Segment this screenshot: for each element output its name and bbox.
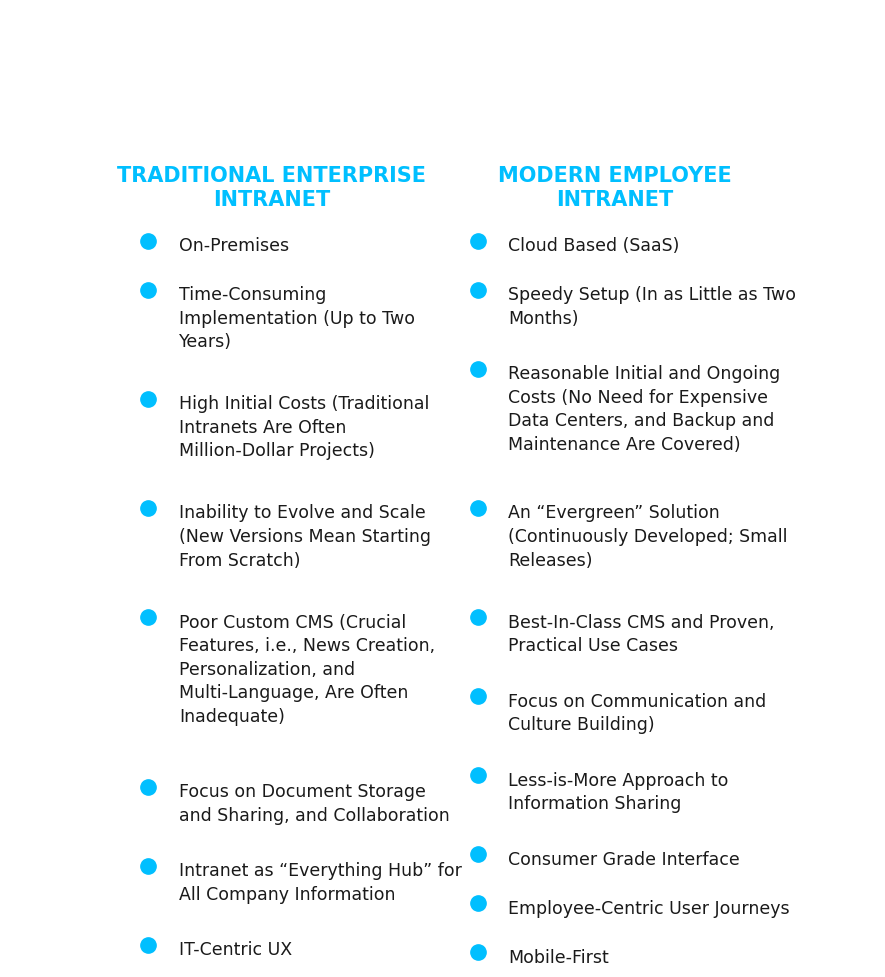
Text: Reasonable Initial and Ongoing
Costs (No Need for Expensive
Data Centers, and Ba: Reasonable Initial and Ongoing Costs (No… bbox=[508, 364, 781, 453]
Text: Mobile-First: Mobile-First bbox=[508, 948, 609, 965]
Text: TRADITIONAL ENTERPRISE
INTRANET: TRADITIONAL ENTERPRISE INTRANET bbox=[118, 166, 427, 210]
Text: IT-Centric UX: IT-Centric UX bbox=[179, 940, 292, 958]
Text: Time-Consuming
Implementation (Up to Two
Years): Time-Consuming Implementation (Up to Two… bbox=[179, 285, 415, 351]
Text: Consumer Grade Interface: Consumer Grade Interface bbox=[508, 850, 740, 868]
Text: Focus on Communication and
Culture Building): Focus on Communication and Culture Build… bbox=[508, 692, 766, 734]
Text: Focus on Document Storage
and Sharing, and Collaboration: Focus on Document Storage and Sharing, a… bbox=[179, 783, 450, 824]
Text: High Initial Costs (Traditional
Intranets Are Often
Million-Dollar Projects): High Initial Costs (Traditional Intranet… bbox=[179, 395, 429, 460]
Text: On-Premises: On-Premises bbox=[179, 236, 289, 255]
Text: Inability to Evolve and Scale
(New Versions Mean Starting
From Scratch): Inability to Evolve and Scale (New Versi… bbox=[179, 504, 431, 569]
Text: An “Evergreen” Solution
(Continuously Developed; Small
Releases): An “Evergreen” Solution (Continuously De… bbox=[508, 504, 788, 569]
Text: MODERN EMPLOYEE
INTRANET: MODERN EMPLOYEE INTRANET bbox=[498, 166, 732, 210]
Text: Less-is-More Approach to
Information Sharing: Less-is-More Approach to Information Sha… bbox=[508, 771, 729, 813]
Text: Speedy Setup (In as Little as Two
Months): Speedy Setup (In as Little as Two Months… bbox=[508, 285, 796, 327]
Text: Intranet as “Everything Hub” for
All Company Information: Intranet as “Everything Hub” for All Com… bbox=[179, 862, 462, 903]
Text: Employee-Centric User Journeys: Employee-Centric User Journeys bbox=[508, 899, 790, 916]
Text: Best-In-Class CMS and Proven,
Practical Use Cases: Best-In-Class CMS and Proven, Practical … bbox=[508, 613, 775, 655]
Text: Cloud Based (SaaS): Cloud Based (SaaS) bbox=[508, 236, 680, 255]
Text: Poor Custom CMS (Crucial
Features, i.e., News Creation,
Personalization, and
Mul: Poor Custom CMS (Crucial Features, i.e.,… bbox=[179, 613, 435, 725]
